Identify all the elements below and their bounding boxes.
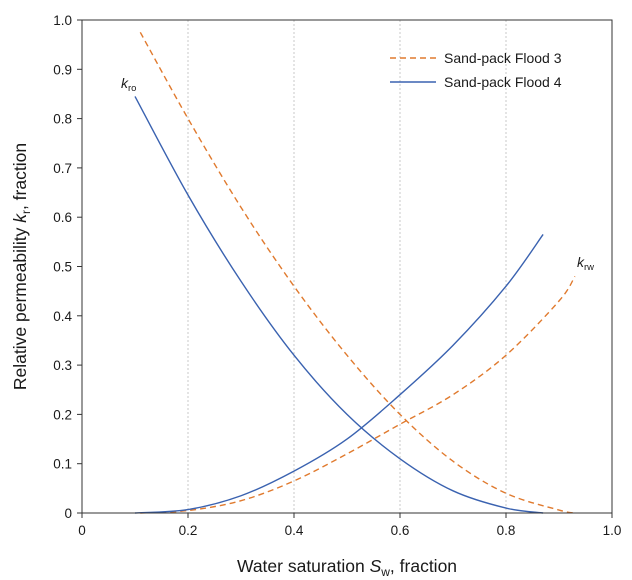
x-axis-title: Water saturation Sw, fraction (237, 556, 457, 579)
x-axis-title-suffix: , fraction (390, 556, 457, 576)
y-tick-label: 0.4 (53, 309, 72, 324)
series-1-kro-curve (139, 31, 576, 514)
y-tick-label: 0.8 (53, 112, 72, 127)
y-axis-title-prefix: Relative permeability (10, 223, 30, 390)
series-2-kro-curve (134, 96, 544, 514)
y-axis-title-var: k (10, 213, 30, 223)
series-curves (134, 31, 576, 514)
x-axis-title-var: S (370, 556, 382, 576)
y-tick-label: 0 (64, 506, 72, 521)
x-axis-title-prefix: Water saturation (237, 556, 370, 576)
x-tick-label: 0.6 (391, 523, 410, 538)
legend-label-2: Sand-pack Flood 4 (444, 74, 562, 90)
y-tick-label: 0.9 (53, 62, 72, 77)
y-axis-title-sub: r (19, 210, 33, 214)
legend: Sand-pack Flood 3 Sand-pack Flood 4 (390, 50, 562, 90)
kro-label: kro (121, 75, 136, 94)
x-axis-title-sub: w (380, 565, 390, 579)
y-tick-label: 0.6 (53, 210, 72, 225)
x-tick-label: 0.2 (179, 523, 198, 538)
x-tick-label: 0 (78, 523, 86, 538)
y-tick-label: 1.0 (53, 13, 72, 28)
series-2-krw-curve (134, 234, 544, 514)
y-tick-label: 0.5 (53, 260, 72, 275)
y-tick-label: 0.7 (53, 161, 72, 176)
axis-ticks: 0 0.2 0.4 0.6 0.8 1.0 0 0.1 0.2 0.3 0.4 0.5 0.6 0.7 0.… (53, 13, 621, 538)
curve-annotations: kro krw (121, 75, 594, 273)
legend-label-1: Sand-pack Flood 3 (444, 50, 562, 66)
series-1-krw-curve (140, 275, 576, 514)
x-tick-label: 1.0 (603, 523, 622, 538)
x-tick-label: 0.4 (285, 523, 304, 538)
y-tick-label: 0.3 (53, 358, 72, 373)
y-tick-label: 0.2 (53, 407, 72, 422)
y-axis-title: Relative permeability kr, fraction (10, 143, 33, 390)
y-tick-label: 0.1 (53, 457, 72, 472)
x-tick-label: 0.8 (497, 523, 516, 538)
y-axis-title-suffix: , fraction (10, 143, 30, 210)
krw-label: krw (577, 254, 594, 273)
